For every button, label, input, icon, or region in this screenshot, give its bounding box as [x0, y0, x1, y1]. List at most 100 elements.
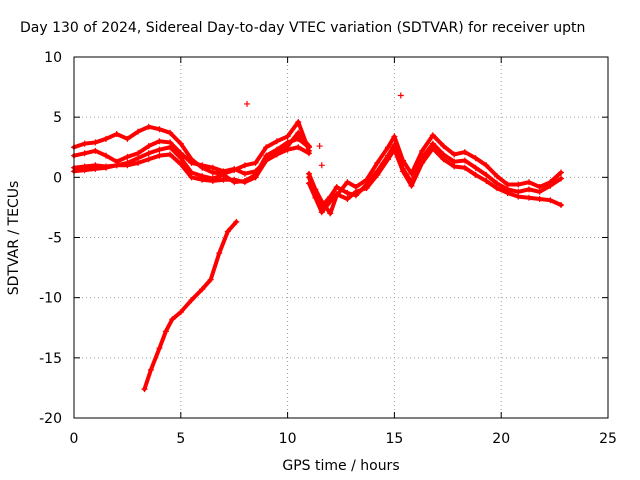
y-tick-label: 0 [53, 170, 62, 186]
data-point [472, 171, 479, 178]
data-point [284, 146, 291, 153]
x-axis-label: GPS time / hours [282, 458, 399, 474]
data-point [92, 139, 99, 146]
data-point [305, 150, 312, 157]
data-point [305, 180, 312, 187]
data-point [188, 174, 195, 181]
data-point [177, 155, 184, 162]
data-point [273, 151, 280, 158]
data-point [515, 181, 522, 188]
data-point [263, 144, 270, 151]
series-trace-h [305, 145, 565, 216]
data-point [177, 161, 184, 168]
data-point [472, 155, 479, 162]
data-point [145, 150, 152, 157]
data-point [124, 135, 131, 142]
data-point [493, 173, 500, 180]
x-tick-label: 0 [70, 431, 79, 447]
data-point [209, 177, 216, 184]
data-point [145, 123, 152, 130]
data-point [525, 186, 532, 193]
data-point [233, 218, 240, 225]
data-point [333, 191, 340, 198]
data-point [391, 146, 398, 153]
y-tick-label: 5 [53, 110, 62, 126]
outlier-point [318, 162, 325, 169]
data-point [141, 386, 148, 393]
data-point [167, 129, 174, 136]
data-point [536, 195, 543, 202]
data-point [220, 176, 227, 183]
data-point [344, 179, 351, 186]
data-point [483, 162, 490, 169]
data-point [252, 174, 259, 181]
data-point [124, 153, 131, 160]
y-tick-label: 10 [44, 50, 62, 66]
data-point [81, 167, 88, 174]
y-tick-label: -10 [39, 291, 62, 307]
data-point [263, 157, 270, 164]
data-point [135, 159, 142, 166]
data-point [81, 140, 88, 147]
data-point [327, 198, 334, 205]
data-point [162, 328, 169, 335]
series-line [142, 219, 239, 392]
data-point [318, 209, 325, 216]
data-point [483, 171, 490, 178]
data-point [103, 164, 110, 171]
data-point [305, 144, 312, 151]
data-point [167, 144, 174, 151]
data-point [374, 171, 381, 178]
data-point [177, 140, 184, 147]
data-point [103, 152, 110, 159]
chart-grid [74, 57, 608, 418]
data-point [273, 138, 280, 145]
chart-axes: 0 5 10 15 20 25 -20 -15 -10 -5 0 5 10 [39, 50, 617, 447]
data-point [199, 176, 206, 183]
data-point [199, 286, 206, 293]
data-point [440, 143, 447, 150]
outlier-point [397, 92, 404, 99]
data-point [241, 179, 248, 186]
y-axis-label: SDTVAR / TECUs [6, 181, 22, 296]
x-tick-label: 15 [385, 431, 403, 447]
outlier-point [316, 143, 323, 150]
y-tick-label: -5 [48, 231, 62, 247]
data-point [177, 309, 184, 316]
chart-plot-area [71, 92, 565, 393]
data-point [472, 164, 479, 171]
data-point [209, 164, 216, 171]
data-point [92, 165, 99, 172]
data-point [558, 175, 565, 182]
series-outliers [244, 92, 404, 169]
data-point [231, 176, 238, 183]
x-tick-label: 5 [176, 431, 185, 447]
data-point [461, 157, 468, 164]
data-point [419, 159, 426, 166]
data-point [199, 162, 206, 169]
series-trace-g [305, 140, 565, 210]
data-point [135, 128, 142, 135]
data-point [547, 182, 554, 189]
y-tick-label: -20 [39, 411, 62, 427]
data-point [295, 129, 302, 136]
data-point [547, 197, 554, 204]
data-point [536, 188, 543, 195]
data-point [124, 162, 131, 169]
data-point [207, 276, 214, 283]
data-point [284, 139, 291, 146]
data-point [295, 135, 302, 142]
x-tick-label: 25 [599, 431, 617, 447]
data-point [363, 185, 370, 192]
data-point [391, 133, 398, 140]
chart-title: Day 130 of 2024, Sidereal Day-to-day VTE… [20, 20, 585, 36]
data-point [461, 149, 468, 156]
data-point [216, 250, 223, 257]
outlier-point [244, 100, 251, 107]
data-point [252, 159, 259, 166]
data-point [305, 174, 312, 181]
data-point [147, 366, 154, 373]
data-point [344, 189, 351, 196]
y-tick-label: -15 [39, 351, 62, 367]
data-point [156, 138, 163, 145]
